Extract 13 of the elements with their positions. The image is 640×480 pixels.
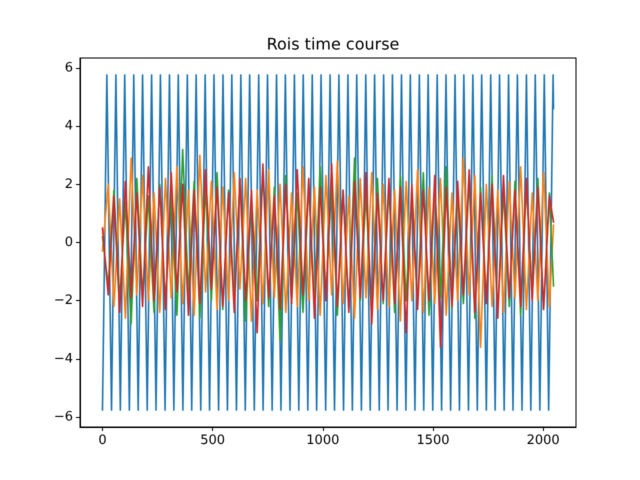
x-tick-label: 2000	[526, 433, 560, 448]
y-tick-label: 4	[64, 118, 73, 134]
x-tick-label: 0	[98, 433, 107, 448]
x-tick-label: 500	[200, 433, 226, 448]
y-tick-label: −6	[54, 410, 73, 425]
chart-title: Rois time course	[266, 34, 400, 54]
y-tick-label: −2	[54, 293, 73, 308]
y-tick-label: 0	[64, 235, 73, 250]
x-tick-label: 1000	[306, 433, 340, 448]
y-tick-label: −4	[54, 351, 73, 366]
y-tick-label: 6	[64, 60, 73, 76]
x-tick-label: 1500	[416, 433, 450, 448]
y-tick-label: 2	[64, 176, 73, 192]
